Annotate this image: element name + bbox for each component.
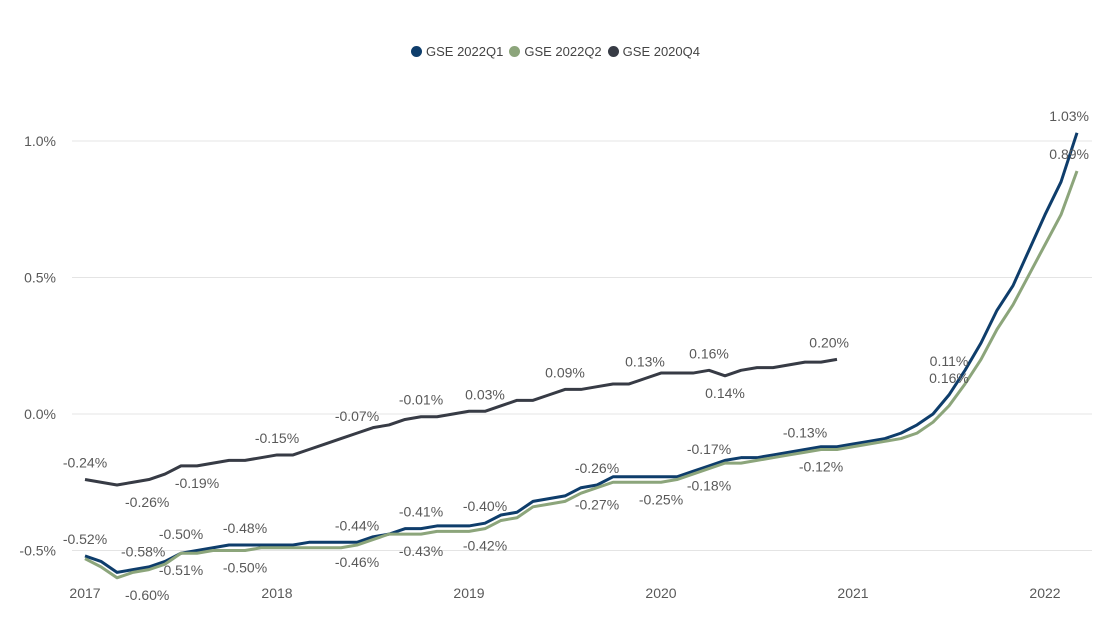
data-label: 1.03% xyxy=(1049,108,1089,124)
data-label: -0.18% xyxy=(687,478,731,494)
data-label: 0.09% xyxy=(545,364,585,380)
y-tick-label: 0.5% xyxy=(24,270,56,286)
data-label: -0.41% xyxy=(399,504,443,520)
legend-item-gse-2022q2[interactable]: GSE 2022Q2 xyxy=(509,44,602,59)
legend-label: GSE 2022Q1 xyxy=(426,44,504,59)
data-label: -0.44% xyxy=(335,517,379,533)
legend-label: GSE 2020Q4 xyxy=(622,44,700,59)
data-label: -0.17% xyxy=(687,441,731,457)
series-line-gse-2022q2 xyxy=(84,170,1079,580)
x-tick-label: 2019 xyxy=(453,585,484,601)
legend-marker xyxy=(411,46,422,57)
y-tick-label: -0.5% xyxy=(19,543,56,559)
legend-item-gse-2022q1[interactable]: GSE 2022Q1 xyxy=(411,44,503,59)
series-line-gse-2022q1 xyxy=(84,132,1079,574)
data-label: -0.15% xyxy=(255,430,299,446)
x-tick-label: 2022 xyxy=(1029,585,1060,601)
data-label: -0.24% xyxy=(63,455,107,471)
data-label: 0.16% xyxy=(689,345,729,361)
data-label: -0.50% xyxy=(159,526,203,542)
legend-label: GSE 2022Q2 xyxy=(524,44,602,59)
legend: GSE 2022Q1 GSE 2022Q2 GSE 2020Q4 xyxy=(0,44,1111,59)
data-label: -0.51% xyxy=(159,562,203,578)
y-tick-label: 0.0% xyxy=(24,406,56,422)
data-label: -0.42% xyxy=(463,538,507,554)
data-label: 0.13% xyxy=(625,354,665,370)
legend-marker xyxy=(509,46,521,57)
series-line-gse-2020q4 xyxy=(84,357,838,487)
data-label: -0.52% xyxy=(63,531,107,547)
data-label: -0.40% xyxy=(463,498,507,514)
data-label: -0.48% xyxy=(223,520,267,536)
data-label: -0.13% xyxy=(783,424,827,440)
data-label: -0.07% xyxy=(335,408,379,424)
data-label: -0.26% xyxy=(575,460,619,476)
data-label: 0.11% xyxy=(930,353,969,369)
data-label: -0.01% xyxy=(399,392,443,408)
data-label: -0.43% xyxy=(399,543,443,559)
data-label: 0.20% xyxy=(809,334,849,350)
data-label: -0.19% xyxy=(175,475,219,491)
data-label: -0.12% xyxy=(799,458,843,474)
data-label: 0.03% xyxy=(465,386,505,402)
x-tick-label: 2018 xyxy=(261,585,292,601)
data-label: 0.89% xyxy=(1049,146,1089,162)
data-label: -0.58% xyxy=(121,543,165,559)
data-label: 0.16% xyxy=(929,370,969,386)
data-label: -0.50% xyxy=(223,560,267,576)
y-tick-label: 1.0% xyxy=(24,133,56,149)
x-tick-label: 2020 xyxy=(645,585,676,601)
x-tick-label: 2021 xyxy=(837,585,868,601)
data-label: -0.25% xyxy=(639,491,683,507)
data-label: -0.46% xyxy=(335,554,379,570)
legend-marker xyxy=(607,46,619,57)
legend-item-gse-2020q4[interactable]: GSE 2020Q4 xyxy=(607,44,700,59)
x-tick-label: 2017 xyxy=(69,585,100,601)
data-label: -0.26% xyxy=(125,494,169,510)
data-label: -0.27% xyxy=(575,497,619,513)
data-label: -0.60% xyxy=(125,587,169,603)
data-label: 0.14% xyxy=(705,385,745,401)
